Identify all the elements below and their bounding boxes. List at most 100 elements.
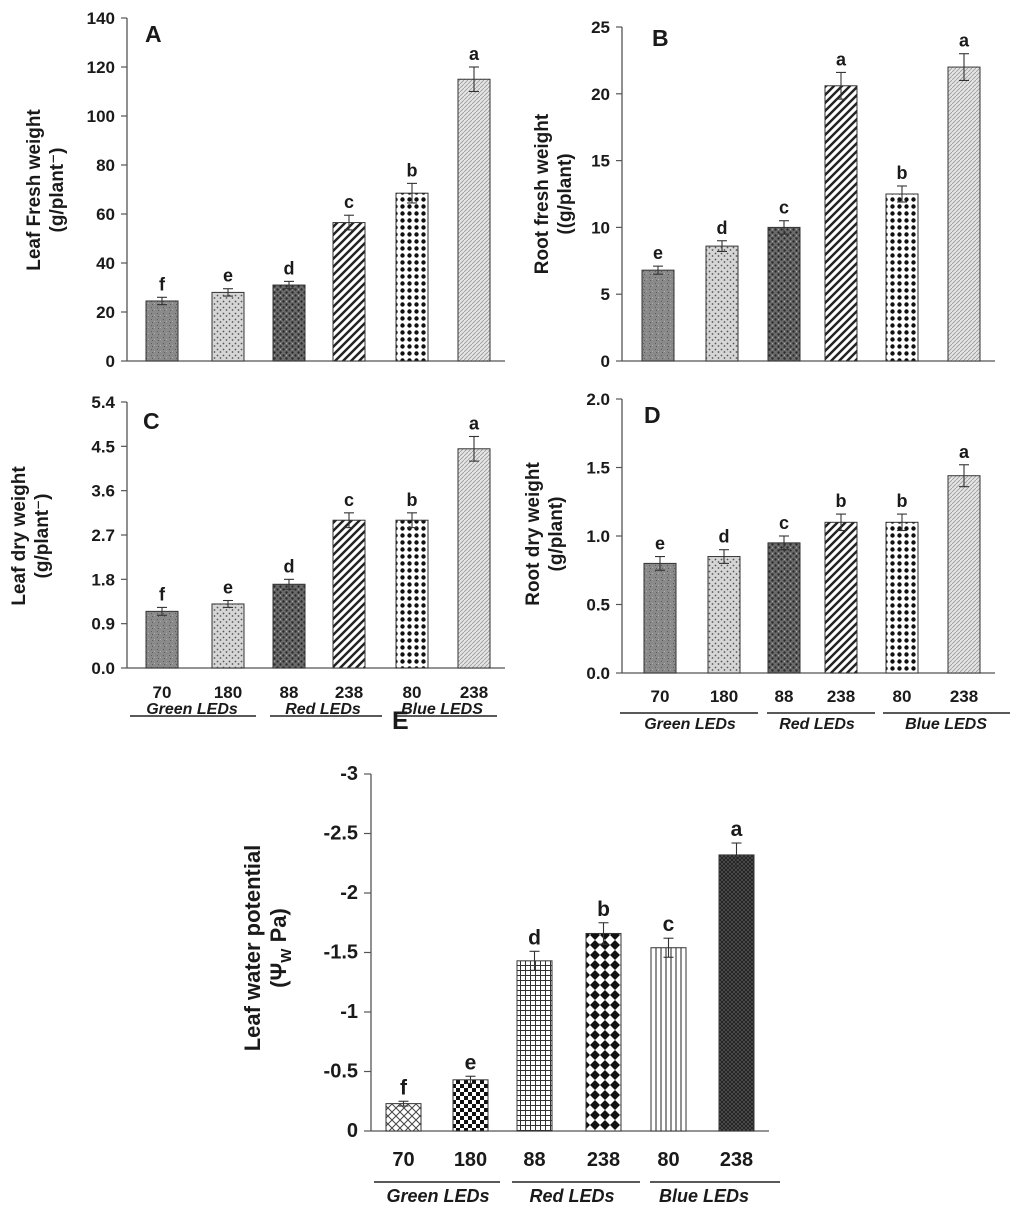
bar	[395, 192, 429, 362]
significance-letter: c	[344, 192, 354, 212]
y-tick-label: -1	[340, 1001, 358, 1023]
y-tick-label: 140	[87, 9, 115, 28]
bar	[885, 521, 919, 674]
bar	[332, 519, 366, 669]
bar	[516, 960, 553, 1132]
y-tick-label: 10	[591, 218, 610, 237]
significance-letter: e	[465, 1051, 477, 1074]
y-tick-label: 4.5	[91, 437, 115, 456]
significance-letter: c	[344, 490, 354, 510]
bar	[585, 932, 622, 1132]
y-tick-label: 60	[96, 205, 115, 224]
significance-letter: f	[159, 274, 166, 294]
y-tick-label: -2.5	[324, 823, 358, 845]
y-tick-label: 100	[87, 107, 115, 126]
bar	[947, 66, 981, 362]
y-tick-label: 1.8	[91, 570, 115, 589]
bar	[824, 521, 858, 674]
x-tick-label: 238	[950, 687, 978, 706]
y-tick-label: 0.9	[91, 615, 115, 634]
bar	[457, 78, 491, 362]
panel-e: 0 -0.5 -1 -1.5 -2 -2.5 -3 Leaf water potential(…	[240, 707, 780, 1206]
significance-letter: a	[836, 49, 847, 69]
bar	[395, 519, 429, 669]
x-tick-label: 70	[392, 1149, 414, 1171]
y-tick-label: -1.5	[324, 942, 358, 964]
panel-d: 0.0 0.5 1.0 1.5 2.0 Root dry weight (g/plant) D…	[523, 390, 1010, 733]
significance-letter: d	[528, 926, 541, 949]
x-tick-label: 80	[657, 1149, 679, 1171]
panel-c: 0.0 0.9 1.8 2.7 3.6 4.5 5.4 Leaf dry weight (g/p…	[9, 393, 505, 718]
y-tick-label: 0	[106, 352, 115, 371]
x-tick-label: 238	[720, 1149, 753, 1171]
bar	[718, 854, 755, 1132]
group-label: Blue LEDs	[659, 1186, 749, 1206]
significance-letter: c	[779, 198, 789, 218]
bar	[145, 610, 179, 669]
y-tick-label: 80	[96, 156, 115, 175]
y-axis-label: Root fresh weight ((g/plant)	[532, 113, 576, 274]
bar	[211, 291, 245, 362]
x-tick-label: 80	[893, 687, 912, 706]
y-tick-label: 0.0	[586, 664, 610, 683]
y-tick-label: 5.4	[91, 393, 115, 412]
y-tick-label: 120	[87, 58, 115, 77]
significance-letter: a	[469, 44, 480, 64]
y-axis-label: Leaf Fresh weight (g/plant⁻)	[24, 109, 68, 271]
y-tick-label: 1.5	[586, 459, 610, 478]
y-tick-label: 5	[601, 285, 610, 304]
y-tick-label: 15	[591, 152, 610, 171]
y-tick-label: 20	[591, 85, 610, 104]
group-label: Blue LEDS	[401, 701, 483, 718]
significance-letter: e	[223, 578, 233, 598]
bar	[650, 947, 687, 1132]
significance-letter: b	[897, 491, 908, 511]
bar	[885, 193, 919, 362]
panel-a: 0 20 40 60 80 100 120 140 Leaf Fresh weight (g/pl…	[24, 9, 505, 371]
panel-label: A	[145, 21, 162, 47]
y-tick-label: 0.5	[586, 596, 610, 615]
significance-letter: f	[400, 1076, 408, 1099]
significance-letter: b	[836, 491, 847, 511]
significance-letter: d	[284, 556, 295, 576]
y-tick-label: -0.5	[324, 1061, 358, 1083]
significance-letter: e	[223, 266, 233, 286]
x-tick-label: 80	[403, 683, 422, 702]
bar	[643, 562, 677, 674]
significance-letter: b	[407, 490, 418, 510]
significance-letter: b	[597, 898, 610, 921]
bar	[272, 583, 306, 669]
x-tick-label: 238	[587, 1149, 620, 1171]
significance-letter: d	[284, 258, 295, 278]
group-label: Red LEDs	[529, 1186, 614, 1206]
group-label: Green LEDs	[146, 701, 238, 718]
y-tick-label: 40	[96, 254, 115, 273]
x-tick-label: 70	[651, 687, 670, 706]
bar	[824, 85, 858, 362]
significance-letter: b	[407, 160, 418, 180]
panel-label: C	[143, 408, 160, 434]
x-tick-label: 88	[775, 687, 794, 706]
significance-letter: e	[653, 243, 663, 263]
y-tick-label: 0	[601, 352, 610, 371]
y-tick-label: 2.7	[91, 526, 115, 545]
significance-letter: a	[731, 818, 743, 841]
bar	[707, 556, 741, 674]
bar	[767, 542, 801, 674]
panel-b: 0 5 10 15 20 25 Root fresh weight ((g/plant) Be d…	[532, 18, 995, 371]
bar	[332, 222, 366, 362]
significance-letter: c	[779, 513, 789, 533]
y-tick-label: 3.6	[91, 482, 115, 501]
bar	[452, 1079, 489, 1132]
bar	[767, 226, 801, 362]
x-tick-label: 238	[460, 683, 488, 702]
group-label: Red LEDs	[285, 701, 361, 718]
significance-letter: f	[159, 584, 166, 604]
group-label: Blue LEDS	[905, 716, 987, 733]
bar	[211, 603, 245, 669]
y-tick-label: 1.0	[586, 527, 610, 546]
y-tick-label: 20	[96, 303, 115, 322]
y-axis-label: Root dry weight (g/plant)	[523, 462, 567, 606]
significance-letter: d	[717, 218, 728, 238]
